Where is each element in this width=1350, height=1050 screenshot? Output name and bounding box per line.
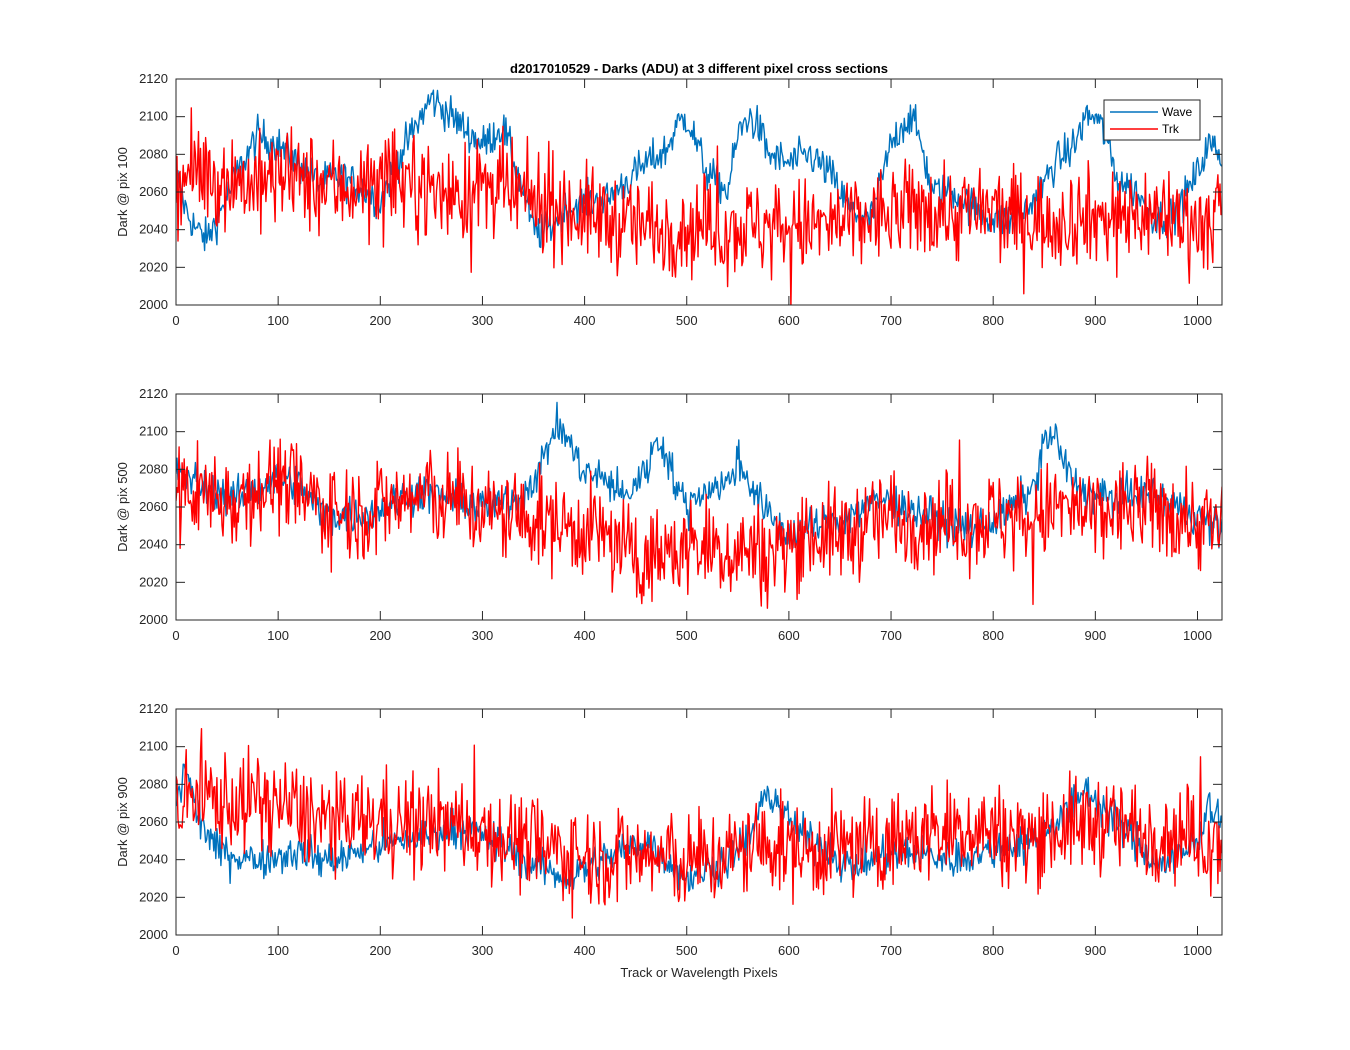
x-tick-label: 1000 — [1183, 943, 1212, 958]
x-tick-label: 1000 — [1183, 628, 1212, 643]
subplot-2: 0 100 200 300 400 500 600 700 800 900 1000 2000 2020… — [115, 386, 1223, 643]
y-tick-label: 2040 — [139, 222, 168, 237]
y-tick-label: 2120 — [139, 701, 168, 716]
x-tick-label: 300 — [472, 943, 494, 958]
x-tick-label: 900 — [1084, 628, 1106, 643]
y-tick-label: 2100 — [139, 109, 168, 124]
x-tick-label: 900 — [1084, 943, 1106, 958]
subplots: 0 100 200 300 400 500 600 700 800 900 100020002020… — [115, 71, 1223, 958]
y-tick-label: 2060 — [139, 184, 168, 199]
x-tick-label: 800 — [982, 313, 1004, 328]
subplot-1: 0 100 200 300 400 500 600 700 800 900 1000 2000 2020… — [115, 71, 1223, 328]
x-tick-label: 200 — [369, 943, 391, 958]
x-tick-label: 600 — [778, 943, 800, 958]
x-tick-label: 300 — [472, 313, 494, 328]
y-tick-label: 2120 — [139, 386, 168, 401]
plot-area — [176, 394, 1222, 620]
y-tick-label: 2020 — [139, 889, 168, 904]
y-tick-label: 2060 — [139, 499, 168, 514]
x-tick-label: 700 — [880, 628, 902, 643]
y-tick-label: 2060 — [139, 814, 168, 829]
x-tick-label: 600 — [778, 628, 800, 643]
y-tick-label: 2000 — [139, 927, 168, 942]
y-tick-label: 2080 — [139, 146, 168, 161]
series-line-trk — [176, 107, 1222, 305]
series-line-wave — [176, 89, 1222, 252]
y-tick-label: 2080 — [139, 461, 168, 476]
y-axis-label: Dark @ pix 900 — [115, 777, 130, 867]
y-tick-label: 2040 — [139, 852, 168, 867]
y-tick-label: 2020 — [139, 574, 168, 589]
x-tick-label: 700 — [880, 943, 902, 958]
y-axis-label: Dark @ pix 100 — [115, 147, 130, 237]
y-tick-label: 2100 — [139, 739, 168, 754]
x-axis-label: Track or Wavelength Pixels — [620, 965, 778, 980]
x-tick-label: 100 — [267, 628, 289, 643]
y-tick-label: 2100 — [139, 424, 168, 439]
x-tick-label: 0 — [172, 628, 179, 643]
x-tick-label: 500 — [676, 313, 698, 328]
subplot-3: 0 100 200 300 400 500 600 700 800 900 1000 2000 2020… — [115, 701, 1223, 958]
x-tick-label: 700 — [880, 313, 902, 328]
legend-label-wave: Wave — [1162, 105, 1193, 119]
chart-title: d2017010529 - Darks (ADU) at 3 different… — [510, 61, 888, 76]
x-tick-label: 1000 — [1183, 313, 1212, 328]
series-line-trk — [176, 438, 1222, 609]
x-tick-label: 0 — [172, 313, 179, 328]
y-tick-label: 2020 — [139, 259, 168, 274]
y-tick-label: 2000 — [139, 297, 168, 312]
y-tick-label: 2080 — [139, 776, 168, 791]
x-tick-label: 900 — [1084, 313, 1106, 328]
legend-box — [1103, 99, 1201, 141]
x-tick-label: 500 — [676, 628, 698, 643]
x-tick-label: 800 — [982, 628, 1004, 643]
x-tick-label: 400 — [574, 628, 596, 643]
y-tick-label: 2120 — [139, 71, 168, 86]
x-tick-label: 0 — [172, 943, 179, 958]
x-tick-label: 100 — [267, 943, 289, 958]
series-line-trk — [176, 728, 1222, 919]
plot-area — [176, 79, 1222, 305]
x-tick-label: 400 — [574, 943, 596, 958]
x-tick-label: 200 — [369, 313, 391, 328]
y-tick-label: 2000 — [139, 612, 168, 627]
y-axis-label: Dark @ pix 500 — [115, 462, 130, 552]
x-tick-label: 100 — [267, 313, 289, 328]
legend: Wave Trk — [1103, 99, 1201, 141]
x-tick-label: 600 — [778, 313, 800, 328]
x-tick-label: 400 — [574, 313, 596, 328]
series-line-wave — [176, 401, 1222, 549]
x-tick-label: 800 — [982, 943, 1004, 958]
y-tick-label: 2040 — [139, 537, 168, 552]
legend-label-trk: Trk — [1162, 122, 1180, 136]
x-tick-label: 200 — [369, 628, 391, 643]
x-tick-label: 300 — [472, 628, 494, 643]
x-tick-label: 500 — [676, 943, 698, 958]
